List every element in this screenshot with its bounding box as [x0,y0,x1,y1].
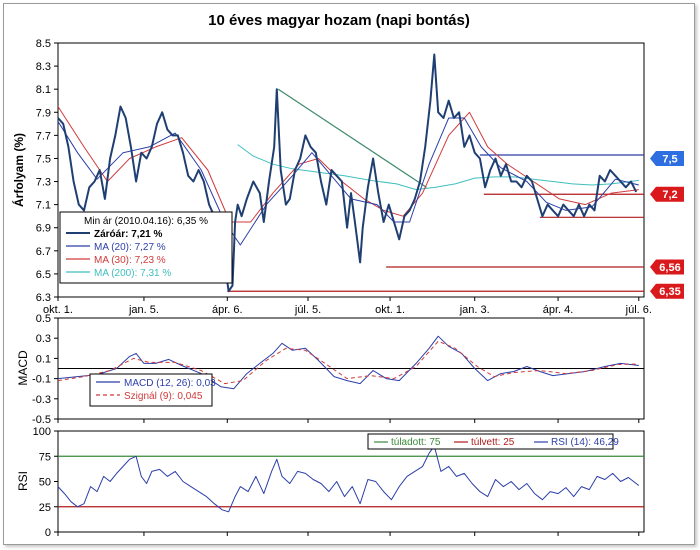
price-xtick-label: okt. 1. [43,304,73,316]
rsi-ylabel: RSI [16,471,30,491]
legend-label: túladott: 75 [391,437,441,448]
rsi-ytick-label: 0 [45,527,51,539]
macd-series-macd-12-26 [57,335,639,390]
price-ytick-label: 7.7 [36,130,51,142]
macd-plot: 0.5 0.3 0.1 -0.1 -0.3 -0.5 MACD (12, 26): 0,03… [32,313,644,426]
rsi-ytick-label: 25 [39,502,51,514]
legend-label: MA (20): 7,27 % [94,242,166,253]
macd-legend-box [89,373,213,407]
chart-title: 10 éves magyar hozam (napi bontás) [208,12,470,29]
macd-series-szign-l-9 [57,340,639,385]
macd-ytick-label: -0.3 [32,394,51,406]
rsi-ytick-label: 100 [33,426,51,438]
price-ytick-label: 7.9 [36,107,51,119]
legend-label: MA (200): 7,31 % [94,268,171,279]
macd-ytick-label: 0.1 [36,353,51,365]
legend-label: Szignál (9): 0,045 [124,391,203,402]
rsi-ytick-label: 75 [39,451,51,463]
macd-ytick-label: -0.1 [32,374,51,386]
price-ylabel: Árfolyam (%) [11,133,26,207]
price-ytick-label: 6.7 [36,246,51,258]
price-xtick-label: júl. 6. [625,304,652,316]
legend-label: RSI (14): 46,29 [551,437,619,448]
price-ytick-label: 7.5 [36,153,51,165]
price-ytick-label: 6.9 [36,223,51,235]
price-ytick-label: 7.1 [36,200,51,212]
price-tag-label: 7,2 [662,189,677,201]
price-tag-label: 6,35 [659,286,680,298]
macd-ylabel: MACD [16,350,30,386]
legend-label: MACD (12, 26): 0,03 [124,378,216,389]
legend-header: Min ár (2010.04.16): 6,35 % [84,216,208,227]
chart-frame: 10 éves magyar hozam (napi bontás) Árfol… [3,3,695,545]
price-ytick-label: 8.1 [36,84,51,96]
rsi-plot: 100 75 50 25 0 túladott: 75 túlvett: 25 RSI (14… [33,426,644,539]
price-tag-label: 6,56 [659,262,680,274]
price-tag [650,283,684,299]
price-xtick-label: ápr. 6. [212,304,243,316]
rsi-series-rsi-14 [57,445,640,513]
macd-ytick-label: 0.5 [36,313,51,325]
price-tag [650,186,684,202]
price-ytick-label: 7.3 [36,177,51,189]
macd-ytick-label: 0.3 [36,333,51,345]
legend-label: MA (30): 7,23 % [94,255,166,266]
legend-label: Záróár: 7,21 % [94,229,162,240]
price-ytick-label: 8.3 [36,61,51,73]
trendline [277,88,427,188]
price-ytick-label: 8.5 [36,38,51,50]
price-tag [650,150,684,166]
price-xtick-label: júl. 5. [294,304,321,316]
macd-ytick-label: -0.5 [32,414,51,426]
price-xtick-label: jan. 5. [128,304,159,316]
price-tag [650,259,684,275]
legend-label: túlvett: 25 [471,437,515,448]
price-legend-box [59,211,233,284]
price-xtick-label: okt. 1. [375,304,405,316]
price-ytick-label: 6.5 [36,269,51,281]
price-plot: 8.58.38.17.97.77.57.37.16.96.76.56.3okt.… [36,38,684,316]
rsi-ytick-label: 50 [39,477,51,489]
price-series-z-r-r [57,53,638,293]
rsi-legend-box [367,433,614,450]
price-series-ma-200 [237,144,639,191]
price-tag-label: 7,5 [662,153,677,165]
chart-canvas: 10 éves magyar hozam (napi bontás) Árfol… [11,12,684,539]
price-xtick-label: ápr. 4. [543,304,574,316]
price-ytick-label: 6.3 [36,292,51,304]
price-xtick-label: jan. 3. [459,304,490,316]
price-series-ma-20 [57,117,639,246]
